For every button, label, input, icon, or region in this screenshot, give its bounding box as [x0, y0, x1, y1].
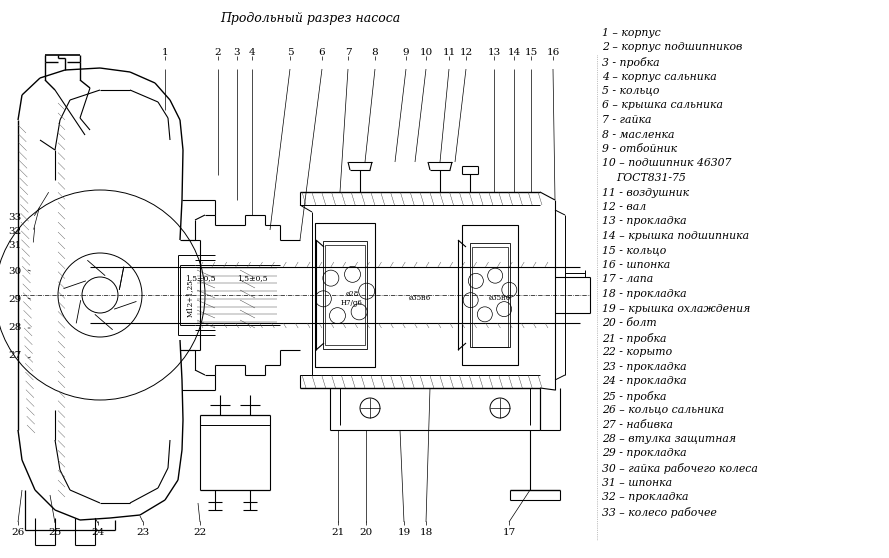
Text: 16: 16 [547, 48, 559, 57]
Text: 15 - кольцо: 15 - кольцо [602, 246, 666, 256]
Text: М12+1,25: М12+1,25 [186, 279, 194, 317]
Text: 33 – колесо рабочее: 33 – колесо рабочее [602, 507, 717, 517]
Text: 30: 30 [8, 267, 21, 277]
Text: 33: 33 [8, 214, 21, 223]
Text: ø28
H7/g6: ø28 H7/g6 [341, 290, 363, 306]
Text: 21 - пробка: 21 - пробка [602, 333, 667, 344]
Text: 1,5±0,5: 1,5±0,5 [185, 274, 215, 282]
Text: 7: 7 [345, 48, 351, 57]
Text: 29: 29 [8, 296, 21, 305]
Text: 28: 28 [8, 324, 21, 333]
Text: 18 - прокладка: 18 - прокладка [602, 289, 686, 299]
Text: 4 – корпус сальника: 4 – корпус сальника [602, 71, 717, 81]
Text: 3 - пробка: 3 - пробка [602, 57, 660, 68]
Text: 2: 2 [214, 48, 221, 57]
Bar [325, 245, 365, 345]
Text: 24 - прокладка: 24 - прокладка [602, 376, 686, 386]
Text: 22: 22 [194, 528, 206, 537]
Text: 13: 13 [487, 48, 501, 57]
Text: ø35н6: ø35н6 [409, 294, 431, 302]
Text: 4: 4 [249, 48, 255, 57]
Text: 30 – гайка рабочего колеса: 30 – гайка рабочего колеса [602, 463, 758, 474]
Text: 1: 1 [162, 48, 168, 57]
Text: 32: 32 [8, 228, 21, 237]
Text: 6: 6 [318, 48, 325, 57]
Text: 1,5±0,5: 1,5±0,5 [236, 274, 268, 282]
Text: Продольный разрез насоса: Продольный разрез насоса [220, 12, 400, 25]
Text: 28 – втулка защитная: 28 – втулка защитная [602, 434, 736, 444]
Text: 12: 12 [460, 48, 473, 57]
Bar [470, 243, 510, 347]
Bar [315, 223, 375, 367]
Text: 20 - болт: 20 - болт [602, 318, 657, 328]
Text: 11 - воздушник: 11 - воздушник [602, 187, 689, 198]
Text: 32 – прокладка: 32 – прокладка [602, 492, 688, 502]
Text: 22 - корыто: 22 - корыто [602, 347, 672, 357]
Text: 2 – корпус подшипников: 2 – корпус подшипников [602, 42, 742, 52]
Text: 12 - вал: 12 - вал [602, 202, 646, 212]
Text: 8 - масленка: 8 - масленка [602, 129, 675, 140]
Text: 31 – шпонка: 31 – шпонка [602, 478, 672, 488]
Text: 17: 17 [502, 528, 516, 537]
Text: 9 - отбойник: 9 - отбойник [602, 144, 677, 154]
Text: 7 - гайка: 7 - гайка [602, 115, 652, 125]
Text: 10: 10 [420, 48, 433, 57]
Text: 24: 24 [92, 528, 105, 537]
Text: 26 – кольцо сальника: 26 – кольцо сальника [602, 405, 725, 415]
Text: 31: 31 [8, 240, 21, 249]
Text: 25 - пробка: 25 - пробка [602, 391, 667, 402]
Text: 23: 23 [136, 528, 149, 537]
Text: 23 - прокладка: 23 - прокладка [602, 362, 686, 372]
Text: 25: 25 [48, 528, 61, 537]
Text: 5: 5 [286, 48, 293, 57]
Text: 21: 21 [332, 528, 345, 537]
Text: 15: 15 [525, 48, 538, 57]
Bar [472, 247, 508, 347]
Text: 16 - шпонка: 16 - шпонка [602, 260, 670, 270]
Text: 6 – крышка сальника: 6 – крышка сальника [602, 100, 723, 110]
Text: 5 - кольцо: 5 - кольцо [602, 86, 660, 96]
Text: 19: 19 [397, 528, 411, 537]
Text: 10 – подшипник 46307: 10 – подшипник 46307 [602, 158, 732, 169]
Text: 1 – корпус: 1 – корпус [602, 28, 661, 38]
Text: ø35н6: ø35н6 [489, 294, 511, 302]
Text: 17 - лапа: 17 - лапа [602, 275, 653, 285]
Text: 8: 8 [372, 48, 379, 57]
Text: 11: 11 [443, 48, 456, 57]
Bar [323, 241, 367, 349]
Text: 19 – крышка охлаждения: 19 – крышка охлаждения [602, 304, 750, 314]
Text: 18: 18 [420, 528, 433, 537]
Text: 29 - прокладка: 29 - прокладка [602, 449, 686, 459]
Bar [462, 225, 518, 365]
Text: 3: 3 [234, 48, 240, 57]
Text: 27: 27 [8, 352, 21, 360]
Text: ГОСТ831-75: ГОСТ831-75 [616, 173, 685, 183]
Text: 13 - прокладка: 13 - прокладка [602, 217, 686, 227]
Text: 14: 14 [508, 48, 521, 57]
Text: 14 – крышка подшипника: 14 – крышка подшипника [602, 231, 749, 241]
Text: 26: 26 [12, 528, 25, 537]
Text: 9: 9 [403, 48, 409, 57]
Text: 27 - набивка: 27 - набивка [602, 420, 673, 430]
Text: 20: 20 [359, 528, 372, 537]
